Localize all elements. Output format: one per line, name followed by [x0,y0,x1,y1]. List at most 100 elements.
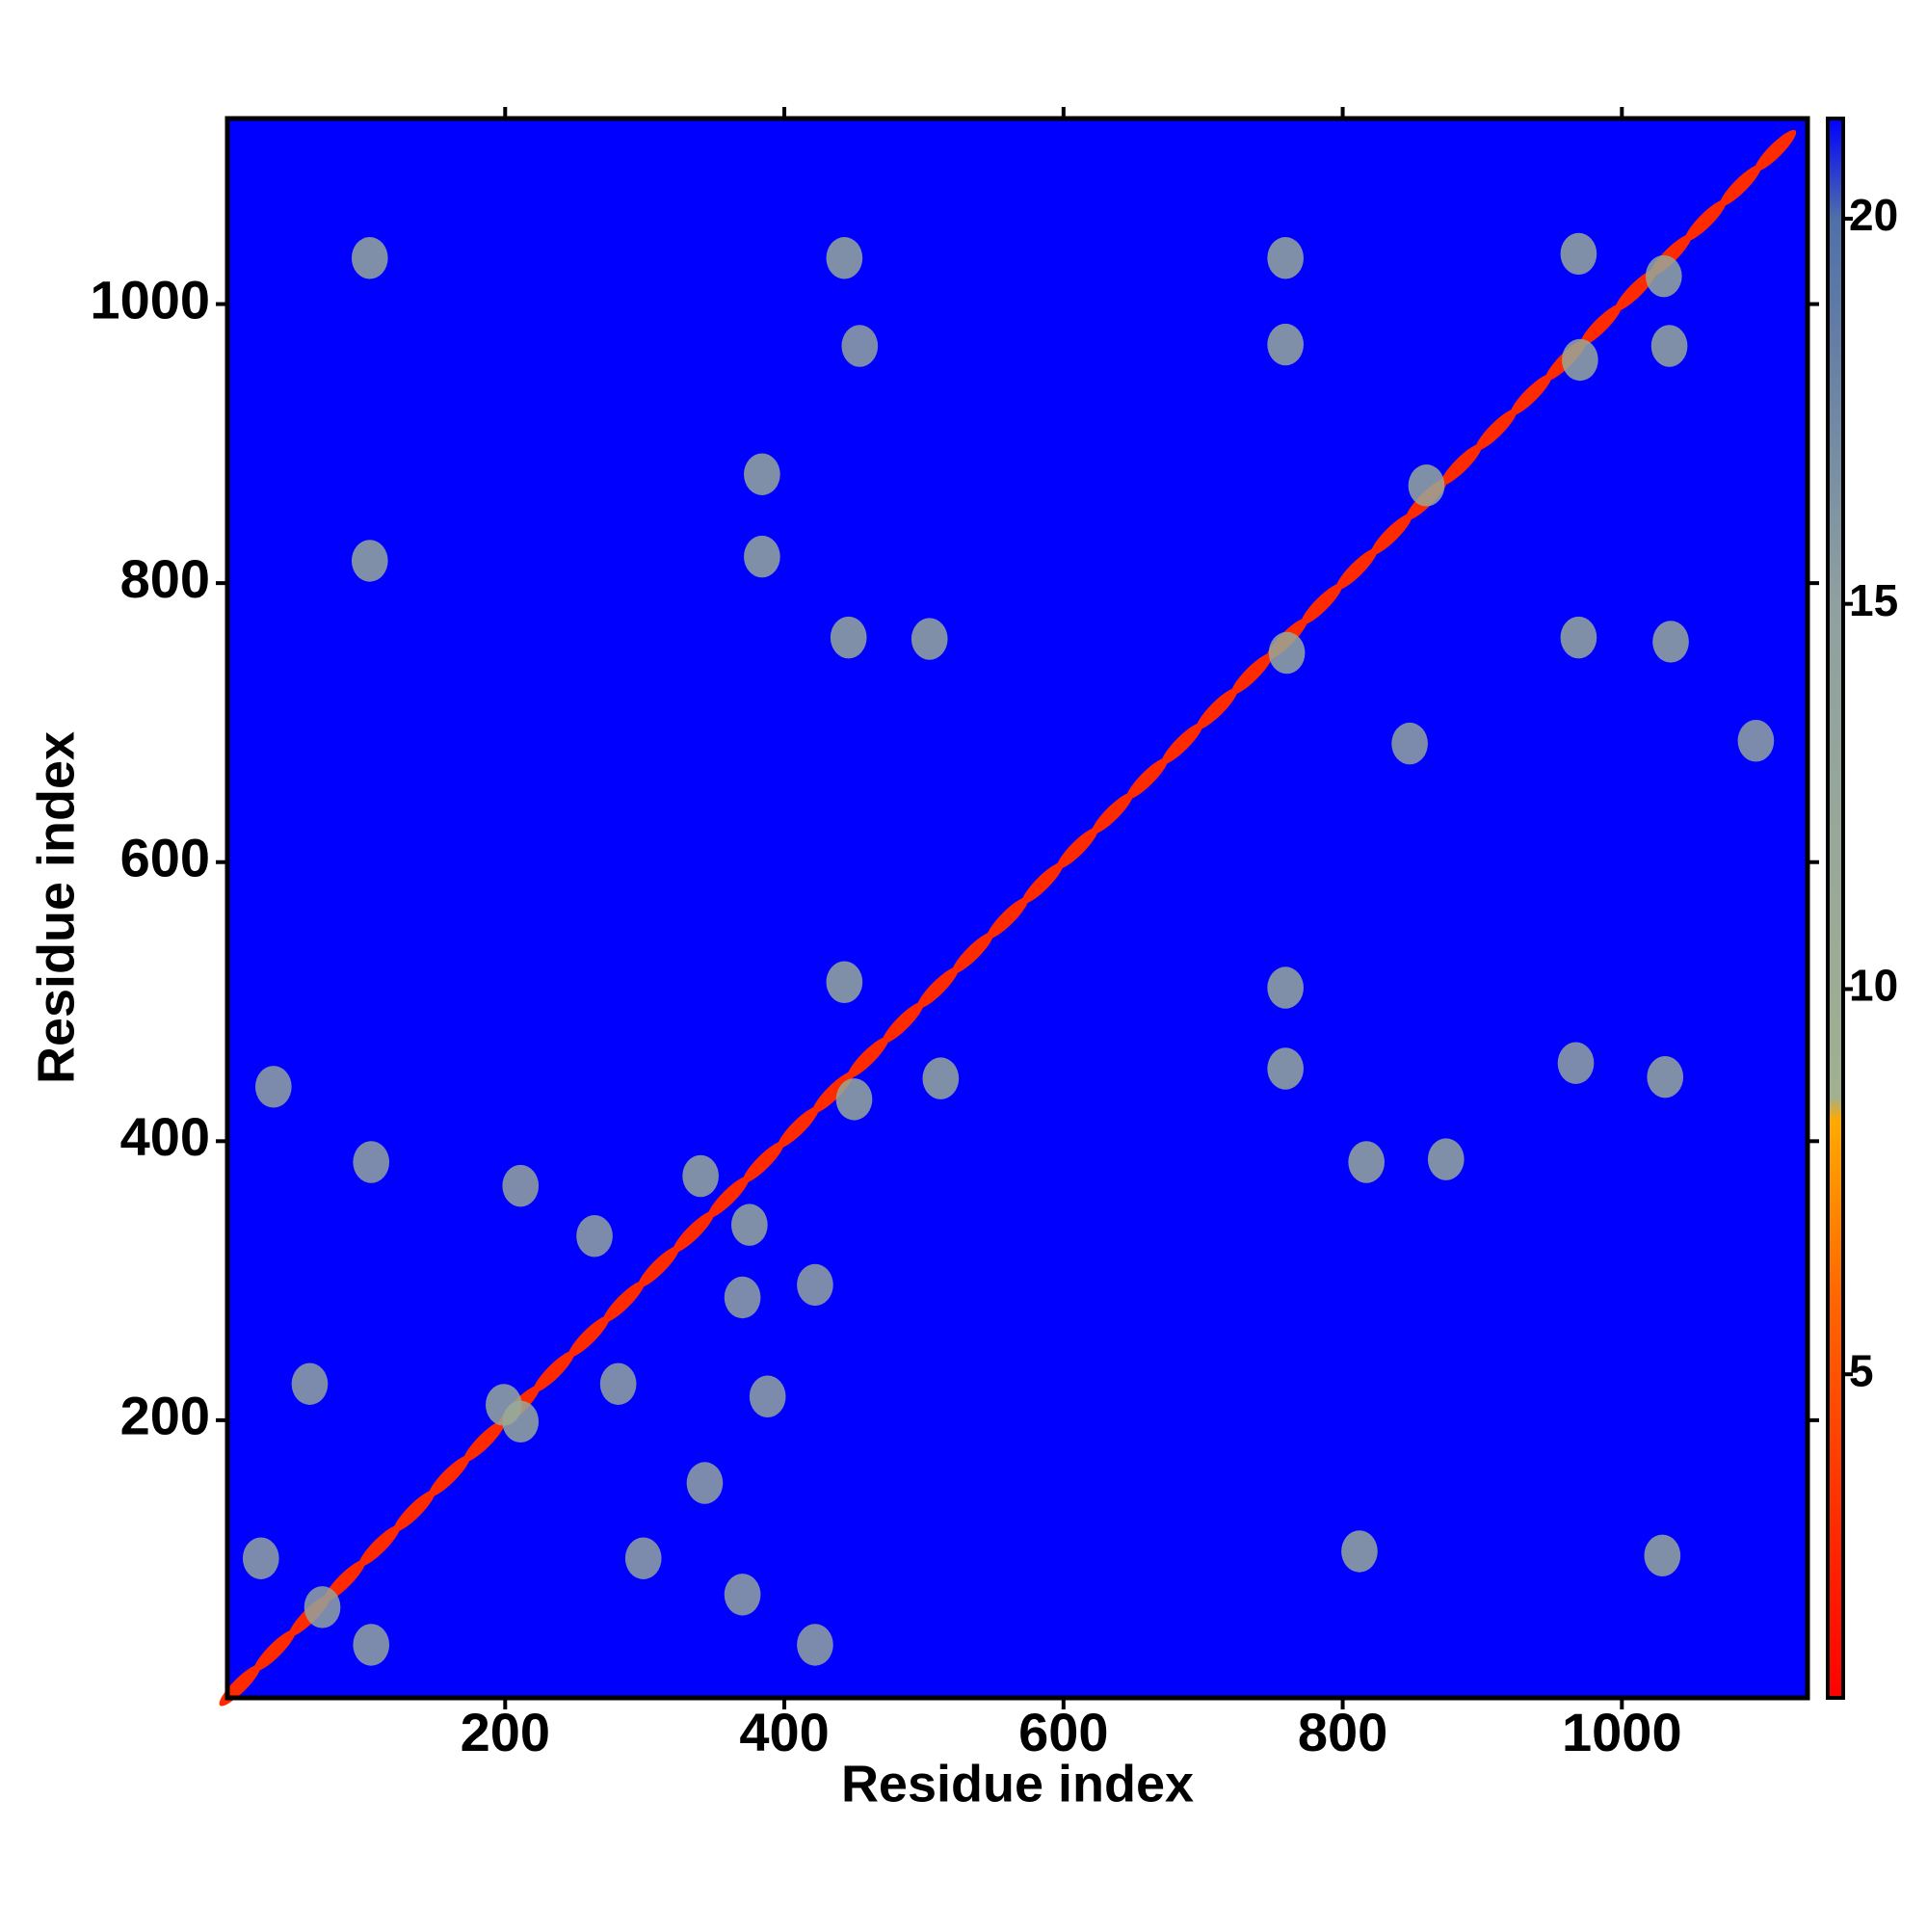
cell [1335,548,1378,591]
cell [1644,1534,1681,1577]
cell [1348,1141,1386,1183]
cell [1427,1138,1465,1180]
cell [1341,1530,1378,1573]
cell [744,453,780,495]
cell [707,1176,750,1218]
cell [952,932,994,974]
cell [576,1215,613,1257]
cell [533,1350,575,1392]
colorbar-tick-label: 5 [1849,1345,1874,1395]
cell [1650,325,1688,367]
cell [835,1078,873,1121]
cell [778,1106,820,1149]
cell [1301,583,1343,625]
cell [638,1246,680,1288]
x-tick-label: 1000 [1562,1702,1682,1762]
colorbar-tick-label: 10 [1849,961,1898,1011]
y-axis-label: Residue index [27,731,85,1084]
cell [749,1375,786,1417]
cell [1560,232,1597,276]
cell [1719,165,1761,206]
cell [324,1559,366,1601]
cell [1755,129,1797,172]
cell [1737,720,1775,762]
cell [1684,199,1727,242]
cell [812,1072,855,1114]
cell [1267,323,1304,366]
x-tick-label: 200 [461,1702,550,1762]
cell [353,1624,390,1666]
cell [1557,1042,1595,1084]
cell [1645,254,1682,298]
cell [1196,687,1238,729]
cell [1056,827,1098,869]
cell [304,1586,341,1628]
cell [1126,757,1169,800]
y-tick-label: 200 [120,1386,210,1446]
cell [686,1462,724,1504]
cell [1161,723,1203,765]
cell [1021,861,1064,904]
cell [682,1154,719,1198]
cell [742,1141,784,1183]
cell [568,1315,610,1358]
cell [826,961,863,1003]
cell [1560,616,1597,659]
colorbar [1826,117,1845,1700]
cell [797,1263,833,1307]
y-tick-label: 800 [120,548,210,609]
plot-frame [224,116,1810,1701]
cell [1652,621,1689,663]
cell [351,540,388,582]
cell [847,1036,889,1078]
x-tick-label: 600 [1018,1702,1108,1762]
cell [1408,464,1445,507]
cell [502,1164,540,1207]
cell [1267,237,1304,279]
y-tick-label: 1000 [90,269,210,330]
cell [841,325,879,367]
cell [486,1384,522,1426]
colorbar-tick-label: 20 [1849,190,1898,240]
cell [428,1455,470,1497]
cell [987,897,1029,940]
cell [1268,631,1306,675]
x-tick-label: 400 [739,1702,829,1762]
cell [353,1141,390,1183]
cell [1391,722,1428,765]
cells [219,129,1797,1707]
y-tick-label: 600 [120,828,210,888]
cell [911,618,948,660]
cell [724,1276,761,1319]
y-tick-label: 400 [120,1106,210,1167]
cell [463,1420,506,1463]
cell [744,535,780,578]
cell [1580,304,1623,346]
cell [599,1363,637,1405]
cell [1510,374,1552,416]
cell [673,1210,715,1253]
cell [1475,409,1518,451]
colorbar-tick-label: 15 [1849,575,1898,625]
cell [1562,338,1598,382]
cell [1370,513,1412,555]
cell [830,616,867,659]
cell [826,237,863,279]
cell [358,1524,401,1567]
x-tick-label: 800 [1298,1702,1387,1762]
cell [624,1537,662,1579]
cell [1267,1047,1304,1090]
cell [242,1537,279,1579]
cell [393,1490,436,1532]
cell [351,237,388,279]
cell [731,1204,768,1246]
cell [602,1281,645,1323]
cell [1267,966,1304,1009]
cell [1440,443,1483,486]
cell [254,1066,292,1108]
cell [882,1001,924,1044]
cell [1092,792,1133,834]
cell [253,1629,296,1672]
cell [797,1624,833,1666]
